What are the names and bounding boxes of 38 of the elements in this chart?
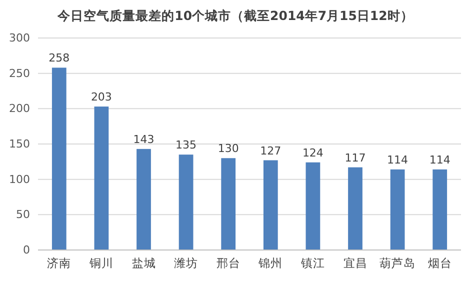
data-label: 130 [218, 142, 239, 156]
data-label: 114 [387, 153, 408, 166]
bar [306, 162, 320, 250]
bar [263, 160, 278, 250]
bar [178, 154, 194, 250]
x-tick-label: 锦州 [258, 256, 283, 270]
y-tick-label: 100 [9, 172, 30, 186]
data-label: 143 [133, 132, 154, 146]
bar [221, 158, 236, 250]
data-label: 114 [429, 153, 450, 166]
x-tick-label: 盐城 [132, 256, 156, 270]
y-tick-label: 200 [9, 102, 30, 116]
data-label: 203 [90, 90, 112, 104]
x-tick-label: 潍坊 [174, 256, 198, 270]
bar [348, 167, 362, 250]
x-tick-label: 铜川 [88, 256, 114, 270]
y-tick-label: 150 [9, 138, 30, 151]
x-tick-label: 烟台 [428, 256, 452, 270]
x-tick-label: 济南 [47, 256, 72, 270]
data-label: 135 [176, 138, 197, 152]
chart-title: 今日空气质量最差的10个城市（截至2014年7月15日12时） [56, 8, 414, 23]
data-label: 117 [344, 151, 366, 164]
y-tick-label: 250 [9, 66, 30, 80]
data-label: 124 [302, 146, 324, 160]
x-tick-label: 邢台 [216, 256, 240, 270]
x-tick-label: 宜昌 [343, 256, 368, 270]
data-label: 127 [260, 144, 282, 158]
x-tick-label: 镇江 [300, 256, 325, 270]
x-tick-label: 葫芦岛 [380, 256, 416, 270]
bar [390, 169, 405, 250]
y-tick-label: 0 [23, 244, 30, 257]
bar [136, 148, 151, 250]
bar [432, 169, 448, 250]
data-label: 258 [48, 52, 70, 65]
bar [94, 106, 109, 250]
y-tick-label: 50 [16, 208, 30, 222]
bar [52, 68, 66, 250]
y-tick-label: 300 [9, 32, 30, 45]
